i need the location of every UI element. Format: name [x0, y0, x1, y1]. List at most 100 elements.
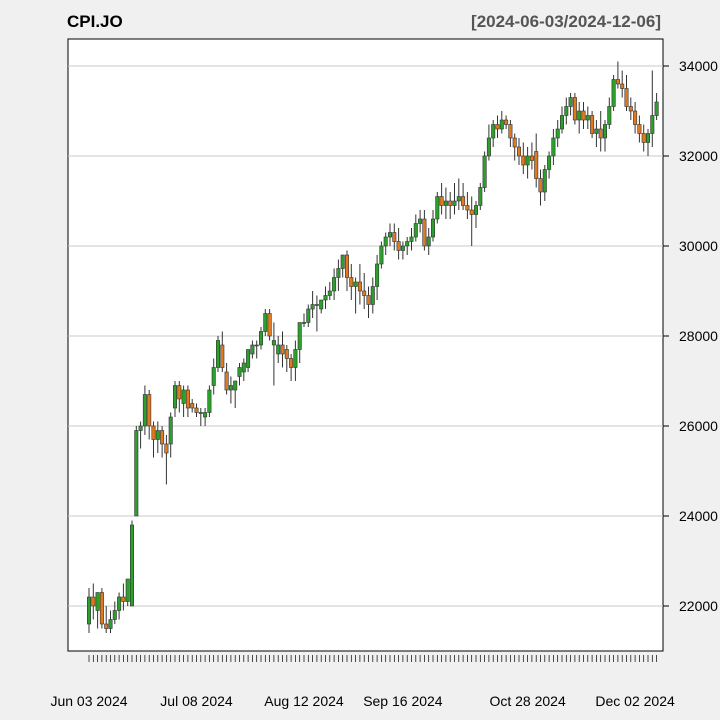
x-tick-label: Dec 02 2024	[595, 693, 675, 709]
candle-body	[344, 254, 349, 278]
candle-body	[203, 412, 208, 418]
candle-body	[542, 169, 547, 193]
candle-body	[233, 380, 238, 391]
candle-body	[559, 115, 564, 130]
candle-body	[327, 290, 332, 296]
candle-body	[95, 592, 100, 611]
candle-body	[602, 124, 607, 139]
candle-body	[564, 106, 569, 116]
candle-body	[237, 367, 242, 377]
candle-body	[301, 322, 306, 324]
candle-body	[289, 358, 294, 368]
candle-body	[461, 196, 466, 206]
candle-body	[142, 394, 147, 427]
candle-body	[452, 200, 457, 206]
candle-body	[263, 313, 268, 332]
candle-body	[190, 403, 195, 409]
candle-body	[207, 389, 212, 413]
candle-body	[185, 389, 190, 409]
candle-body	[353, 281, 358, 287]
y-tick-label: 22000	[679, 598, 718, 614]
candle-body	[585, 115, 590, 121]
candle-body	[379, 245, 384, 265]
candle-body	[332, 277, 337, 292]
candle-body	[147, 394, 152, 427]
candle-body	[164, 443, 169, 454]
candle-body	[637, 124, 642, 134]
candle-body	[508, 124, 513, 139]
candle-body	[246, 349, 251, 368]
x-tick-label: Sep 16 2024	[363, 693, 443, 709]
candle-body	[400, 245, 405, 251]
candle-body	[340, 254, 345, 269]
plot-area	[67, 38, 664, 652]
candle-body	[134, 430, 139, 517]
candle-body	[220, 344, 225, 368]
candle-body	[555, 128, 560, 139]
candle-body	[504, 119, 509, 125]
candle-body	[409, 236, 414, 242]
candle-body	[138, 425, 143, 431]
candle-body	[306, 308, 311, 323]
candle-body	[155, 430, 160, 440]
candle-body	[181, 389, 186, 404]
candle-body	[125, 578, 130, 602]
candle-body	[568, 97, 573, 107]
candle-body	[426, 236, 431, 247]
candle-body	[319, 299, 324, 310]
candle-body	[486, 137, 491, 157]
candle-body	[87, 596, 92, 625]
candle-body	[112, 610, 117, 620]
candle-body	[336, 268, 341, 278]
candle-body	[375, 263, 380, 287]
candle-body	[448, 200, 453, 206]
y-tick-label: 30000	[679, 238, 718, 254]
candle-body	[323, 295, 328, 301]
candle-body	[641, 133, 646, 143]
x-tick-label: Jun 03 2024	[50, 693, 127, 709]
candle-body	[117, 596, 122, 611]
candle-body	[499, 119, 504, 130]
candle-body	[418, 218, 423, 224]
candle-body	[645, 133, 650, 143]
candle-body	[521, 155, 526, 166]
candle-body	[581, 110, 586, 121]
candle-body	[478, 187, 483, 206]
candle-body	[572, 97, 577, 121]
candle-body	[177, 385, 182, 400]
candle-body	[168, 416, 173, 445]
candle-body	[258, 331, 263, 346]
candle-body	[624, 88, 629, 107]
y-tick-label: 26000	[679, 418, 718, 434]
candle-body	[370, 286, 375, 305]
candle-body	[413, 223, 418, 238]
candle-body	[598, 128, 603, 139]
candle-body	[516, 146, 521, 157]
candle-body	[615, 79, 620, 85]
candle-body	[293, 349, 298, 368]
candle-body	[362, 290, 367, 296]
x-axis: Jun 03 2024 Jul 08 2024 Aug 12 2024 Sep 16 …	[50, 655, 675, 709]
candles	[87, 61, 659, 633]
candle-body	[271, 340, 276, 346]
candle-body	[633, 110, 638, 125]
candle-body	[121, 596, 126, 602]
candle-body	[357, 281, 362, 292]
candle-body	[650, 115, 655, 134]
candle-body	[224, 371, 229, 391]
candle-body	[250, 344, 255, 355]
y-tick-label: 34000	[679, 58, 718, 74]
candle-body	[465, 205, 470, 211]
gridlines	[68, 65, 663, 607]
candle-body	[547, 155, 552, 170]
candle-body	[611, 79, 616, 107]
candle-body	[211, 367, 216, 386]
x-tick-label: Aug 12 2024	[264, 693, 344, 709]
candle-body	[495, 124, 500, 130]
candle-body	[435, 196, 440, 220]
candle-body	[422, 218, 427, 247]
candle-body	[151, 425, 156, 440]
candle-body	[405, 241, 410, 247]
candle-body	[349, 277, 354, 287]
